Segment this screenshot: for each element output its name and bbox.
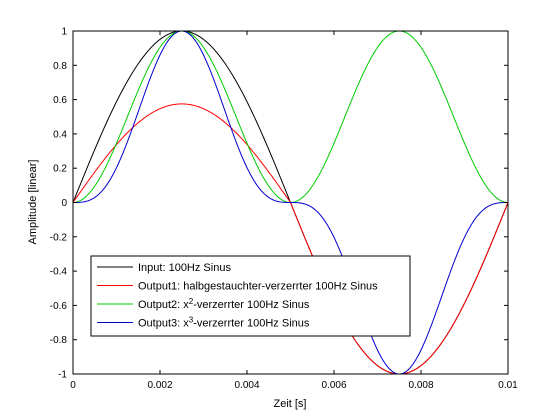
y-tick-label: 0.8 (53, 61, 67, 72)
y-tick-label: 0 (61, 198, 67, 209)
x-tick-label: 0.002 (147, 380, 172, 391)
y-tick-label: -0.6 (50, 301, 68, 312)
y-tick-label: 0.6 (53, 95, 67, 106)
legend-entry-part: -verzerrter 100Hz Sinus (193, 318, 310, 330)
y-tick-label: 0.2 (53, 164, 67, 175)
legend-entry-part: 2 (189, 297, 194, 306)
legend-entry-part: Output3: x (138, 318, 189, 330)
y-tick-label: -0.2 (50, 232, 68, 243)
legend-entry-part: -verzerrter 100Hz Sinus (193, 299, 310, 311)
y-tick-label: 1 (61, 27, 67, 38)
legend-box (90, 255, 411, 337)
ticks-layer: 0 0.002 0.004 0.006 0.008 0.01 -1 -0.8 -0.6 -0.4 -… (50, 27, 518, 392)
legend-entry: Output1: halbgestauchter-verzerrter 100H… (138, 281, 378, 293)
x-tick-label: 0 (70, 380, 76, 391)
x-tick-label: 0.008 (408, 380, 433, 391)
legend-entry: Output2: x2-verzerrter 100Hz Sinus (138, 297, 310, 311)
x-tick-label: 0.01 (498, 380, 518, 391)
legend-entry-part: Output2: x (138, 299, 189, 311)
y-tick-label: -0.4 (50, 267, 68, 278)
legend-entry-part: Output1: halbgestauchter-verzerrter 100H… (138, 281, 378, 293)
x-tick-label: 0.004 (234, 380, 259, 391)
legend-entry: Input: 100Hz Sinus (138, 262, 231, 274)
legend-entry-part: 3 (189, 316, 194, 325)
y-axis-label: Amplitude [linear] (27, 160, 39, 245)
y-tick-label: -0.8 (50, 335, 68, 346)
x-tick-label: 0.006 (321, 380, 346, 391)
legend-entry: Output3: x3-verzerrter 100Hz Sinus (138, 316, 310, 330)
legend: Input: 100Hz Sinus Output1: halbgestaucht… (90, 255, 411, 337)
y-tick-label: -1 (58, 370, 67, 381)
series-layer (72, 30, 509, 375)
legend-entry-part: Input: 100Hz Sinus (138, 262, 231, 274)
x-axis-label: Zeit [s] (273, 398, 306, 410)
y-tick-label: 0.4 (53, 129, 67, 140)
series-line-4 (73, 30, 508, 375)
